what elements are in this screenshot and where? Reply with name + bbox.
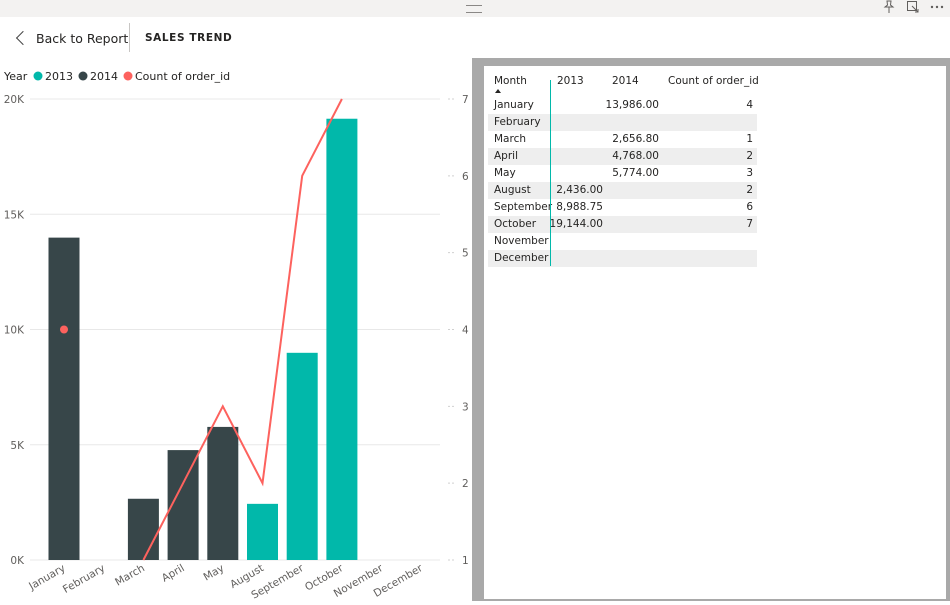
- cell-2013: 19,144.00: [549, 218, 603, 230]
- more-options-icon[interactable]: [930, 0, 944, 17]
- y2-axis-tick-label: 1: [462, 555, 469, 567]
- column-header[interactable]: Month: [494, 75, 527, 87]
- bar-2014-may: [207, 426, 239, 560]
- bar-2014-march: [127, 498, 159, 560]
- y2-axis-tick-label: 5: [462, 248, 469, 260]
- legend-label: Count of order_id: [135, 70, 230, 83]
- cell-month: August: [494, 184, 531, 196]
- cell-month: November: [494, 235, 549, 247]
- y2-axis-tick-label: 3: [462, 401, 469, 413]
- cell-month: September: [494, 201, 553, 213]
- page-title: SALES TREND: [145, 32, 233, 44]
- y2-axis-tick-label: 7: [462, 94, 469, 106]
- legend-label: 2013: [45, 70, 73, 83]
- column-header[interactable]: Count of order_id: [668, 75, 759, 87]
- y-axis-tick-label: 5K: [10, 440, 25, 452]
- table-row[interactable]: [488, 165, 757, 182]
- top-strip: [0, 0, 950, 17]
- cell-2014: 5,774.00: [612, 167, 659, 179]
- cell-2014: 13,986.00: [605, 99, 659, 111]
- cell-2014: 2,656.80: [612, 133, 659, 145]
- cell-month: April: [494, 150, 518, 162]
- table-row[interactable]: [488, 182, 757, 199]
- x-axis-tick-label: March: [113, 562, 147, 588]
- cell-month: March: [494, 133, 527, 145]
- y-axis-tick-label: 0K: [10, 555, 25, 567]
- y-axis-tick-label: 10K: [4, 325, 25, 337]
- bar-2013-october: [326, 118, 358, 560]
- table-row[interactable]: [488, 114, 757, 131]
- column-header[interactable]: 2014: [612, 75, 639, 87]
- table-row[interactable]: [488, 97, 757, 114]
- x-axis-tick-label: April: [160, 562, 187, 584]
- line-count-of-order-id: [142, 98, 343, 561]
- cell-count: 7: [746, 218, 753, 230]
- header-divider: [129, 23, 130, 52]
- legend-marker-count-of-order-id: [123, 71, 133, 81]
- cell-month: December: [494, 252, 549, 264]
- x-axis-tick-label: February: [61, 562, 107, 596]
- table-row[interactable]: [488, 199, 757, 216]
- cell-2013: 8,988.75: [556, 201, 603, 213]
- table-column-divider: [550, 80, 551, 266]
- x-axis-tick-label: January: [26, 562, 67, 593]
- pin-icon[interactable]: [882, 0, 896, 17]
- line-point-count: [60, 325, 68, 334]
- table-row[interactable]: [488, 131, 757, 148]
- legend-label: 2014: [90, 70, 118, 83]
- cell-count: 3: [746, 167, 753, 179]
- legend-title: Year: [3, 70, 28, 83]
- table-row[interactable]: [488, 250, 757, 267]
- bar-2014-january: [48, 237, 80, 561]
- table-row[interactable]: [488, 216, 757, 233]
- chart-svg: Year 2013 2014 Count of order_id 0K 5K 10K 15K 2…: [3, 70, 469, 602]
- cell-month: January: [494, 99, 534, 111]
- legend-marker-2014: [78, 71, 88, 81]
- data-table[interactable]: Month 2013 2014 Count of order_id January 13,…: [484, 66, 946, 599]
- legend-marker-2013: [33, 71, 43, 81]
- y2-axis-tick-label: 2: [462, 478, 469, 490]
- drag-handle-icon[interactable]: [466, 5, 482, 13]
- column-header[interactable]: 2013: [557, 75, 584, 87]
- y-axis-tick-label: 15K: [4, 209, 25, 221]
- cell-count: 2: [746, 184, 753, 196]
- cell-count: 6: [746, 201, 753, 213]
- y-axis-tick-label: 20K: [4, 94, 25, 106]
- page-header: Back to Report SALES TREND: [0, 17, 950, 59]
- cell-2013: 2,436.00: [556, 184, 603, 196]
- cell-count: 4: [746, 99, 753, 111]
- visual-header-icons: [882, 0, 944, 17]
- cell-month: October: [494, 218, 537, 230]
- bar-2013-august: [247, 503, 278, 560]
- focus-mode-icon[interactable]: [906, 0, 920, 17]
- cell-month: February: [494, 116, 541, 128]
- chevron-left-icon: [15, 30, 31, 46]
- y2-axis-tick-label: 6: [462, 171, 469, 183]
- cell-count: 2: [746, 150, 753, 162]
- table-row[interactable]: [488, 148, 757, 165]
- back-to-report-label: Back to Report: [36, 30, 129, 46]
- x-axis-tick-label: May: [201, 562, 226, 583]
- back-to-report-button[interactable]: Back to Report: [14, 25, 128, 51]
- table-row[interactable]: [488, 233, 757, 250]
- cell-2014: 4,768.00: [612, 150, 659, 162]
- cell-count: 1: [746, 133, 753, 145]
- sort-ascending-icon: [495, 89, 501, 93]
- bar-2013-september: [286, 352, 318, 560]
- y2-axis-tick-label: 4: [462, 325, 469, 337]
- combo-chart[interactable]: Year 2013 2014 Count of order_id 0K 5K 10K 15K 2…: [0, 59, 472, 602]
- cell-month: May: [494, 167, 516, 179]
